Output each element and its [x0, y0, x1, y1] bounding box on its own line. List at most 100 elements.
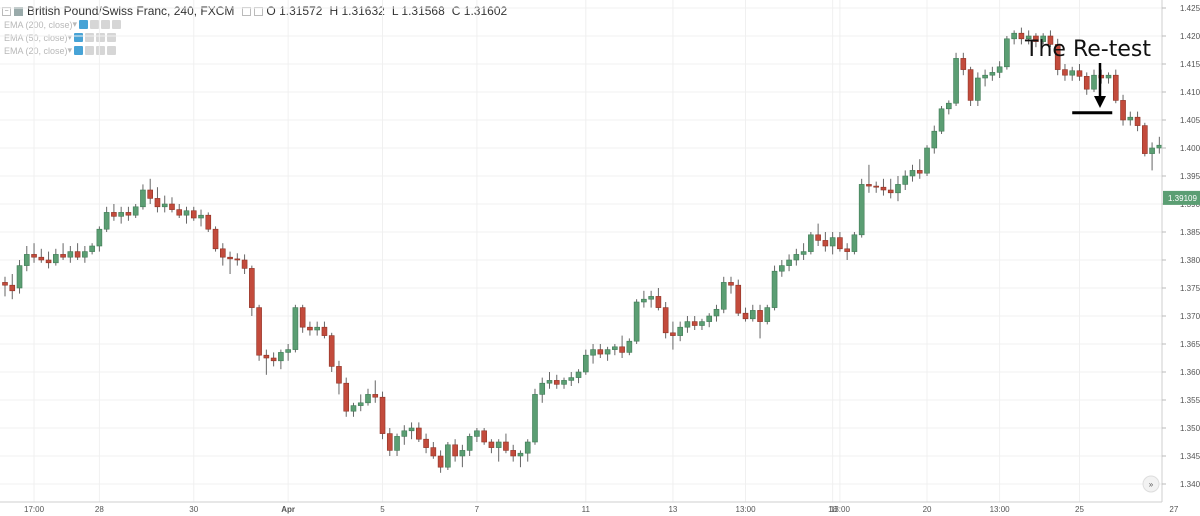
candle-up: [996, 66, 1003, 73]
candle-down: [916, 170, 923, 174]
price-tick-label: 1.41500: [1180, 60, 1200, 69]
indicator-row[interactable]: EMA (20, close) ▾: [2, 44, 514, 57]
candle-up: [1156, 144, 1163, 149]
candle-up: [140, 189, 146, 208]
candle-down: [880, 186, 887, 191]
chevron-down-icon[interactable]: ▾: [72, 19, 78, 29]
candle-up: [365, 394, 371, 404]
time-tick-label: 25: [1075, 505, 1084, 514]
remove-icon[interactable]: [254, 6, 264, 16]
close-icon[interactable]: [112, 20, 122, 29]
candle-up: [524, 441, 531, 454]
settings-icon[interactable]: [85, 46, 95, 55]
candle-down: [691, 321, 698, 326]
candle-down: [597, 349, 604, 355]
price-tick-label: 1.42500: [1180, 4, 1200, 13]
candle-up: [292, 307, 299, 350]
add-icon[interactable]: [101, 20, 111, 29]
candle-up: [1127, 116, 1134, 121]
time-tick-label: 7: [475, 505, 480, 514]
chevron-down-icon[interactable]: ▾: [67, 32, 73, 42]
candle-down: [481, 430, 487, 443]
candle-up: [720, 282, 727, 310]
indicator-row[interactable]: EMA (50, close) ▾: [2, 31, 514, 44]
candle-up: [53, 254, 59, 264]
close-icon[interactable]: [107, 33, 117, 42]
candle-up: [466, 436, 473, 451]
time-tick-label: 28: [95, 505, 104, 514]
candle-up: [641, 298, 647, 303]
price-tick-label: 1.42000: [1180, 32, 1200, 41]
price-axis-background: [1162, 0, 1200, 516]
candle-down: [1062, 69, 1068, 76]
indicator-label[interactable]: EMA (20, close): [4, 45, 68, 56]
candle-down: [742, 312, 749, 320]
candle-up: [82, 251, 88, 258]
candle-up: [161, 203, 168, 208]
candle-up: [278, 352, 284, 362]
candle-down: [1033, 35, 1039, 42]
candle-down: [1134, 116, 1141, 126]
candle-down: [510, 450, 517, 457]
price-axis[interactable]: 1.42500 1.42000 1.41500 1.41000 1.40500 1.400…: [1161, 0, 1200, 516]
last-price-badge: [1163, 190, 1200, 205]
settings-icon[interactable]: [242, 6, 252, 16]
candle-down: [190, 210, 197, 219]
candle-up: [909, 170, 916, 177]
candle-up: [931, 130, 938, 149]
candle-down: [437, 455, 444, 468]
candle-down: [205, 214, 212, 230]
candle-down: [1120, 100, 1126, 121]
close-icon[interactable]: [107, 46, 117, 55]
candle-down: [1018, 32, 1025, 40]
candle-down: [307, 326, 313, 331]
indicator-label[interactable]: EMA (200, close): [4, 19, 73, 30]
candle-up: [16, 265, 23, 289]
eye-icon[interactable]: [74, 33, 84, 42]
price-tick-label: 1.35500: [1180, 396, 1200, 405]
indicator-row[interactable]: EMA (200, close) ▾: [2, 18, 514, 31]
candle-down: [321, 326, 328, 336]
candle-down: [379, 396, 386, 434]
candle-down: [227, 256, 233, 260]
arrow-down-icon: [1094, 96, 1106, 108]
candle-up: [132, 206, 139, 216]
chevron-down-icon[interactable]: ▾: [67, 45, 73, 55]
candle-down: [873, 185, 880, 188]
eye-icon[interactable]: [74, 46, 84, 55]
candle-up: [779, 265, 785, 272]
candle-up: [706, 315, 713, 322]
time-tick-label: 30: [189, 505, 198, 514]
candle-up: [314, 326, 320, 331]
candle-down: [38, 256, 45, 261]
candle-up: [1025, 35, 1032, 40]
collapse-icon[interactable]: −: [2, 6, 11, 16]
candle-down: [735, 284, 742, 314]
price-tick-label: 1.36500: [1180, 340, 1200, 349]
price-tick-label: 1.36000: [1180, 368, 1200, 377]
candle-down: [256, 307, 262, 356]
candle-down: [1054, 44, 1061, 70]
candle-up: [183, 210, 190, 216]
add-icon[interactable]: [96, 33, 106, 42]
candle-down: [655, 296, 662, 308]
candle-up: [118, 212, 124, 217]
candle-up: [648, 296, 654, 300]
candle-down: [386, 433, 393, 451]
candle-up: [604, 349, 611, 355]
settings-icon[interactable]: [90, 20, 100, 29]
eye-icon[interactable]: [79, 20, 89, 29]
settings-icon[interactable]: [85, 33, 95, 42]
add-icon[interactable]: [96, 46, 106, 55]
time-tick-label: 5: [380, 505, 385, 514]
candle-down: [488, 441, 495, 448]
candle-down: [837, 237, 843, 250]
candle-up: [1011, 32, 1017, 40]
time-tick-label: 27: [1169, 505, 1178, 514]
candle-down: [430, 447, 437, 457]
indicator-label[interactable]: EMA (50, close): [4, 32, 68, 43]
candle-up: [1091, 74, 1097, 90]
candle-up: [517, 452, 524, 457]
